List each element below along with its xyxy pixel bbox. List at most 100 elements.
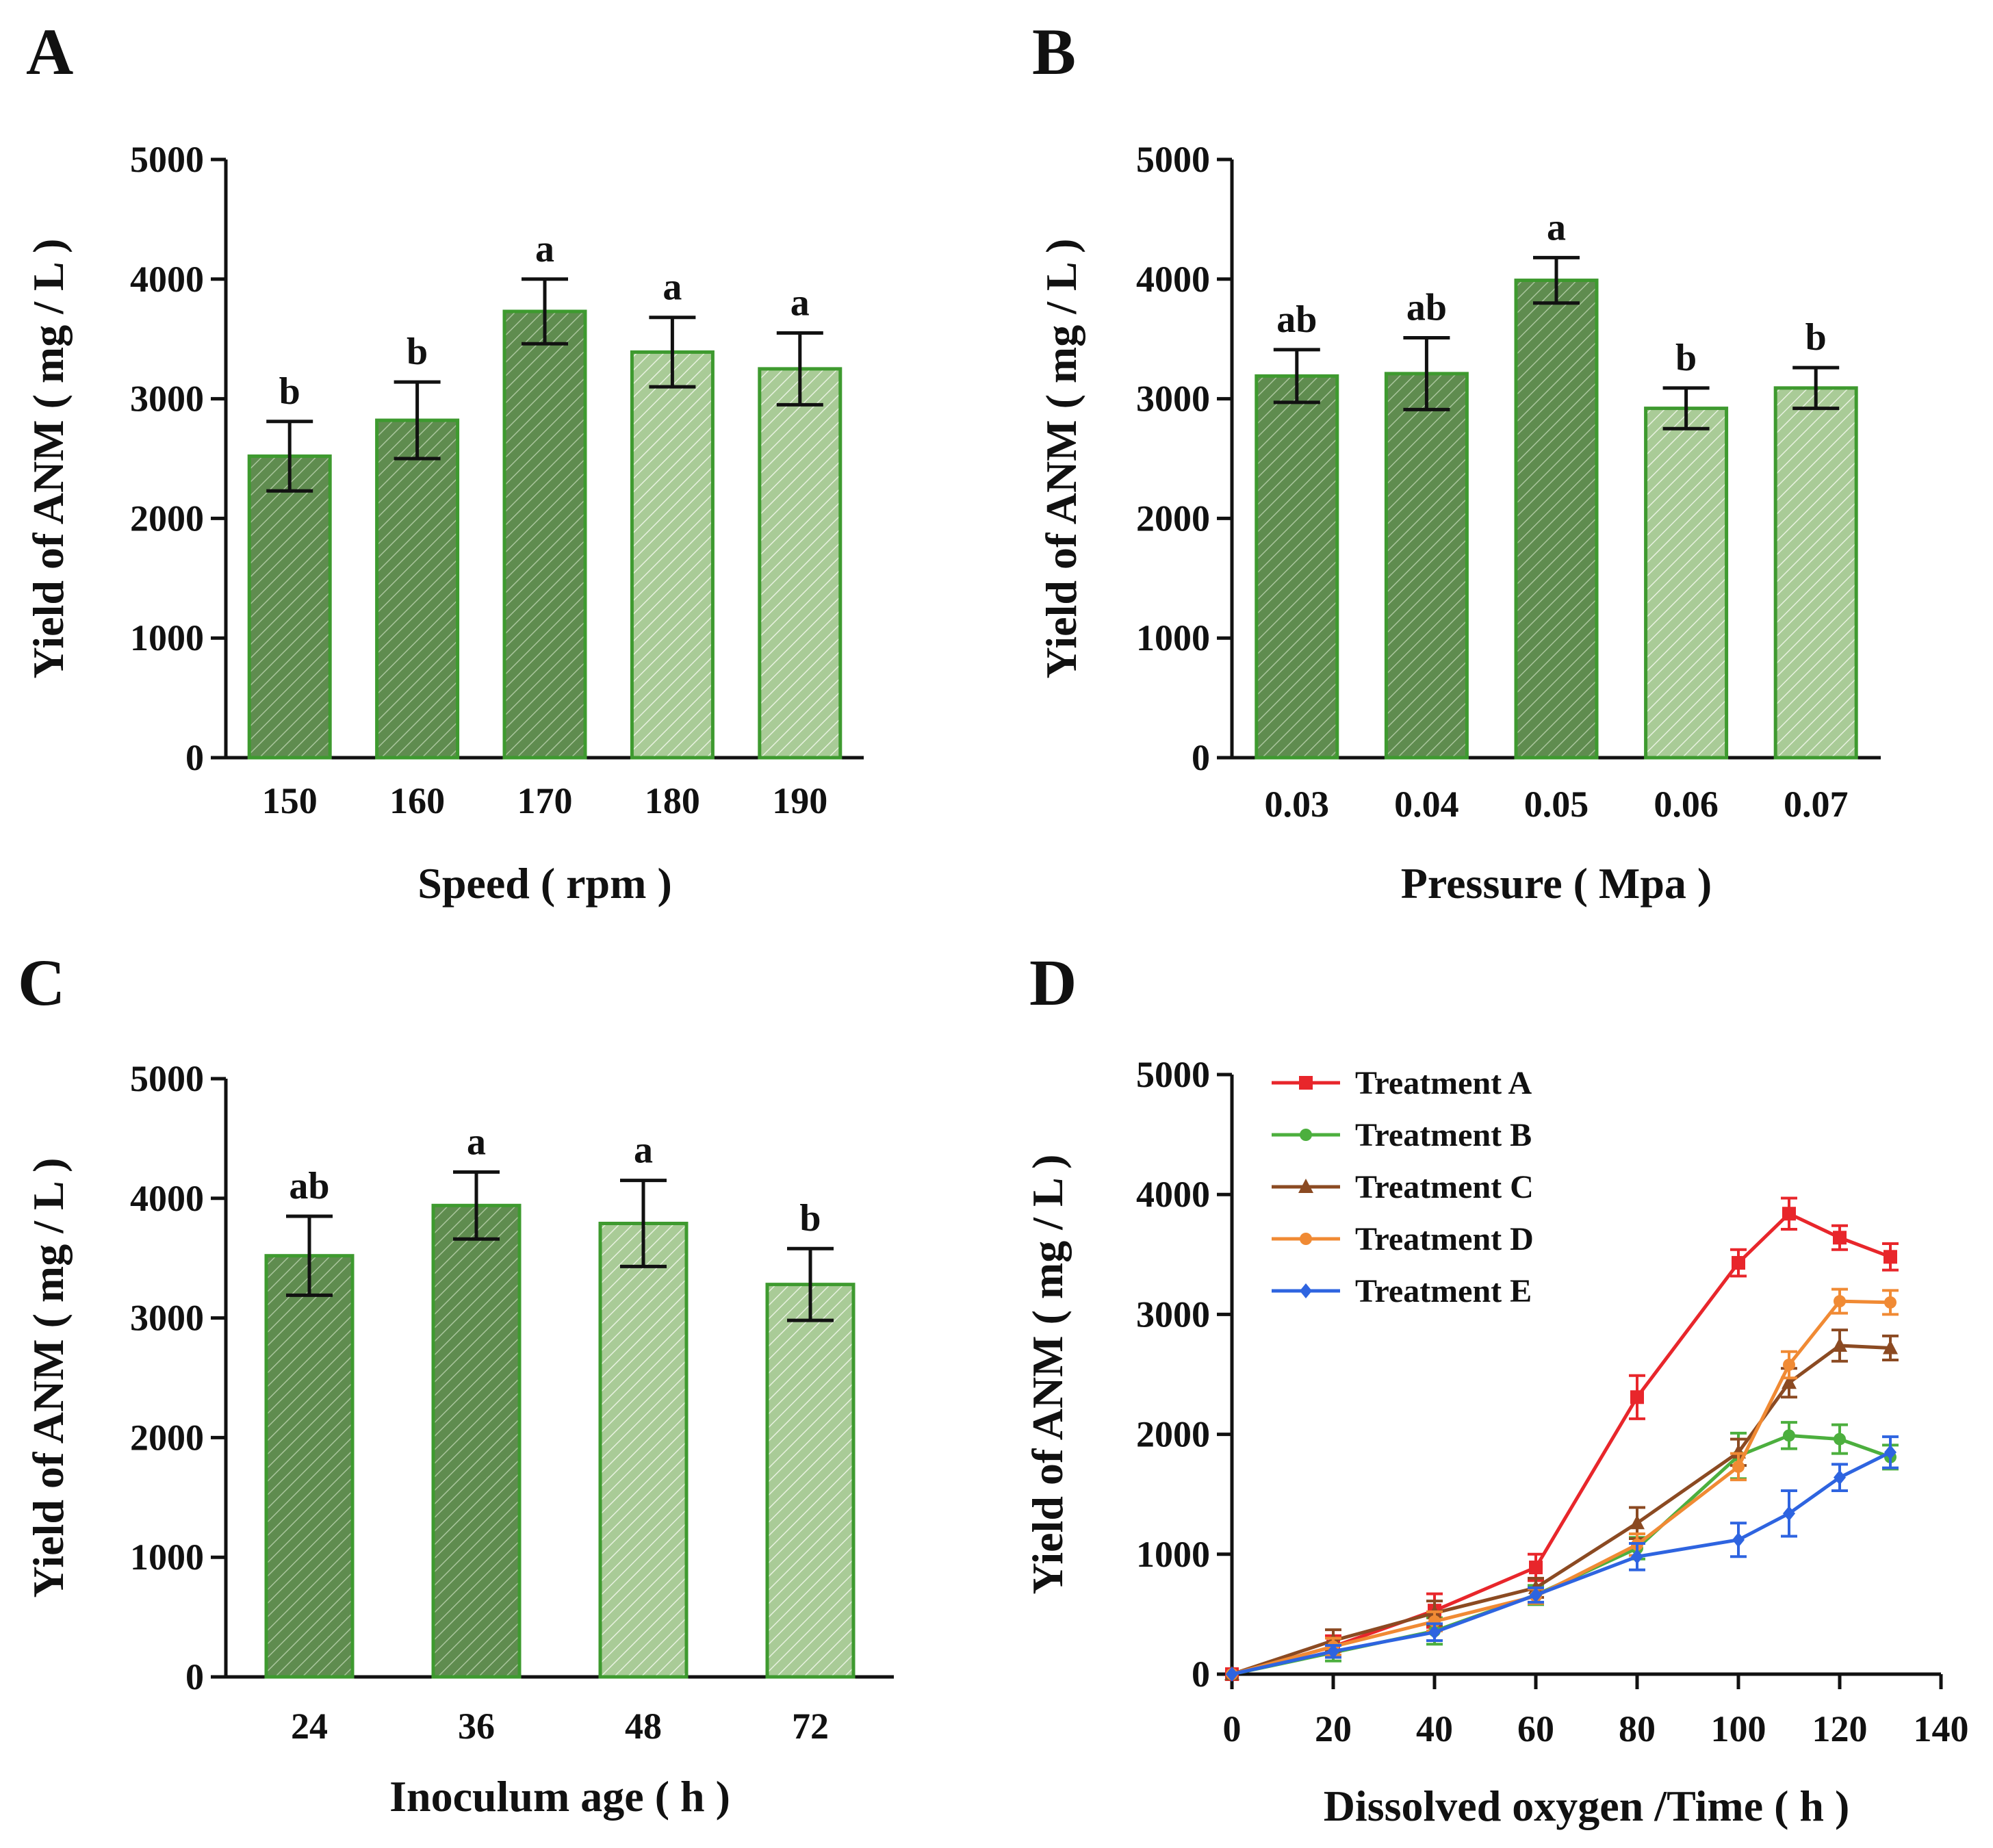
significance-label: a bbox=[634, 1129, 653, 1172]
x-tick-label: 0.07 bbox=[1784, 784, 1849, 825]
y-tick-label: 3000 bbox=[130, 378, 204, 420]
panel-letter: C bbox=[18, 946, 65, 1019]
legend-label: Treatment E bbox=[1355, 1273, 1532, 1309]
y-tick-label: 5000 bbox=[1136, 139, 1210, 180]
data-point bbox=[1631, 1549, 1643, 1565]
y-tick-label: 1000 bbox=[1136, 1534, 1210, 1575]
y-axis-title: Yield of ANM ( mg / L ) bbox=[1023, 1155, 1072, 1595]
x-tick-label: 20 bbox=[1315, 1708, 1352, 1749]
data-point bbox=[1883, 1250, 1897, 1264]
data-point bbox=[1884, 1444, 1896, 1460]
x-axis-title: Dissolved oxygen /Time ( h ) bbox=[1324, 1782, 1850, 1830]
y-tick-label: 1000 bbox=[130, 1537, 204, 1578]
data-point bbox=[1833, 1231, 1847, 1245]
x-tick-label: 100 bbox=[1711, 1708, 1766, 1749]
data-point bbox=[1884, 1296, 1896, 1309]
y-tick-label: 2000 bbox=[1136, 1414, 1210, 1455]
data-point bbox=[1530, 1587, 1542, 1603]
data-point bbox=[1300, 1233, 1312, 1245]
y-tick-label: 0 bbox=[185, 737, 204, 778]
bar bbox=[502, 309, 587, 760]
data-point bbox=[1226, 1667, 1238, 1682]
data-point bbox=[1782, 1207, 1796, 1221]
y-axis-title: Yield of ANM ( mg / L ) bbox=[24, 1158, 73, 1598]
series-treatment-a bbox=[1225, 1196, 1899, 1681]
x-axis-title: Speed ( rpm ) bbox=[417, 859, 672, 908]
y-tick-label: 0 bbox=[185, 1656, 204, 1697]
legend-label: Treatment A bbox=[1355, 1065, 1532, 1101]
legend-label: Treatment C bbox=[1355, 1169, 1534, 1205]
data-point bbox=[1834, 1295, 1846, 1308]
data-point bbox=[1732, 1256, 1745, 1270]
x-tick-label: 150 bbox=[262, 780, 318, 821]
legend-label: Treatment D bbox=[1355, 1221, 1534, 1257]
significance-label: a bbox=[663, 266, 682, 309]
x-tick-label: 40 bbox=[1416, 1708, 1453, 1749]
y-tick-label: 2000 bbox=[130, 498, 204, 539]
bar-chart-panel-c: 0 1000 2000 3000 4000 5000 Yield of ANM ( mg /… bbox=[18, 946, 894, 1821]
x-tick-label: 24 bbox=[291, 1706, 328, 1747]
panel-letter: D bbox=[1029, 946, 1077, 1019]
data-point bbox=[1732, 1460, 1745, 1473]
data-point bbox=[1832, 1337, 1847, 1352]
x-tick-label: 160 bbox=[389, 780, 445, 821]
series-line bbox=[1231, 1299, 1891, 1676]
x-tick-label: 180 bbox=[645, 780, 700, 821]
x-tick-label: 170 bbox=[517, 780, 573, 821]
panel-letter: B bbox=[1032, 15, 1076, 88]
x-tick-label: 36 bbox=[458, 1706, 495, 1747]
x-tick-label: 0.06 bbox=[1654, 784, 1719, 825]
y-tick-label: 3000 bbox=[130, 1298, 204, 1339]
data-point bbox=[1783, 1506, 1795, 1522]
data-point bbox=[1732, 1532, 1745, 1548]
significance-label: ab bbox=[1276, 298, 1317, 341]
significance-label: b bbox=[279, 370, 300, 413]
y-tick-label: 4000 bbox=[130, 1178, 204, 1219]
legend: Treatment A Treatment B Treatment C Treatme… bbox=[1272, 1065, 1534, 1309]
panel-letter: A bbox=[26, 15, 73, 88]
significance-label: b bbox=[1805, 316, 1827, 359]
bar bbox=[1644, 407, 1729, 760]
significance-label: b bbox=[1675, 337, 1697, 379]
significance-label: b bbox=[799, 1197, 821, 1240]
significance-label: b bbox=[407, 331, 428, 373]
bar bbox=[247, 454, 332, 760]
bar-chart-panel-a: 0 1000 2000 3000 4000 5000 Yield of ANM ( mg /… bbox=[24, 15, 864, 908]
significance-label: ab bbox=[289, 1165, 329, 1207]
series-treatment-e bbox=[1226, 1435, 1899, 1682]
bar bbox=[375, 418, 460, 760]
data-point bbox=[1298, 1179, 1313, 1193]
x-tick-label: 48 bbox=[625, 1706, 662, 1747]
significance-label: a bbox=[467, 1120, 486, 1163]
x-tick-label: 190 bbox=[772, 780, 827, 821]
series-treatment-d bbox=[1226, 1287, 1899, 1680]
significance-label: ab bbox=[1406, 286, 1447, 329]
data-point bbox=[1300, 1283, 1312, 1298]
significance-label: a bbox=[790, 281, 810, 324]
x-tick-label: 80 bbox=[1619, 1708, 1656, 1749]
y-tick-label: 5000 bbox=[1136, 1054, 1210, 1095]
y-tick-label: 4000 bbox=[1136, 1174, 1210, 1215]
data-point bbox=[1529, 1561, 1543, 1575]
x-axis-title: Pressure ( Mpa ) bbox=[1401, 859, 1712, 908]
data-point bbox=[1834, 1433, 1846, 1446]
y-tick-label: 0 bbox=[1192, 737, 1210, 778]
data-point bbox=[1327, 1643, 1339, 1659]
bar bbox=[431, 1203, 522, 1679]
x-tick-label: 0 bbox=[1223, 1708, 1242, 1749]
y-tick-label: 5000 bbox=[130, 1058, 204, 1099]
bar-chart-panel-b: 0 1000 2000 3000 4000 5000 Yield of ANM ( mg /… bbox=[1032, 15, 1881, 908]
data-point bbox=[1300, 1129, 1312, 1141]
x-tick-label: 0.03 bbox=[1265, 784, 1330, 825]
bar bbox=[1384, 372, 1469, 760]
bar bbox=[630, 350, 715, 760]
data-point bbox=[1783, 1358, 1795, 1371]
significance-label: a bbox=[1547, 206, 1566, 248]
y-tick-label: 4000 bbox=[1136, 259, 1210, 300]
x-axis-title: Inoculum age ( h ) bbox=[389, 1772, 730, 1821]
bar bbox=[598, 1222, 689, 1679]
x-tick-label: 0.04 bbox=[1394, 784, 1459, 825]
data-point bbox=[1834, 1470, 1846, 1485]
